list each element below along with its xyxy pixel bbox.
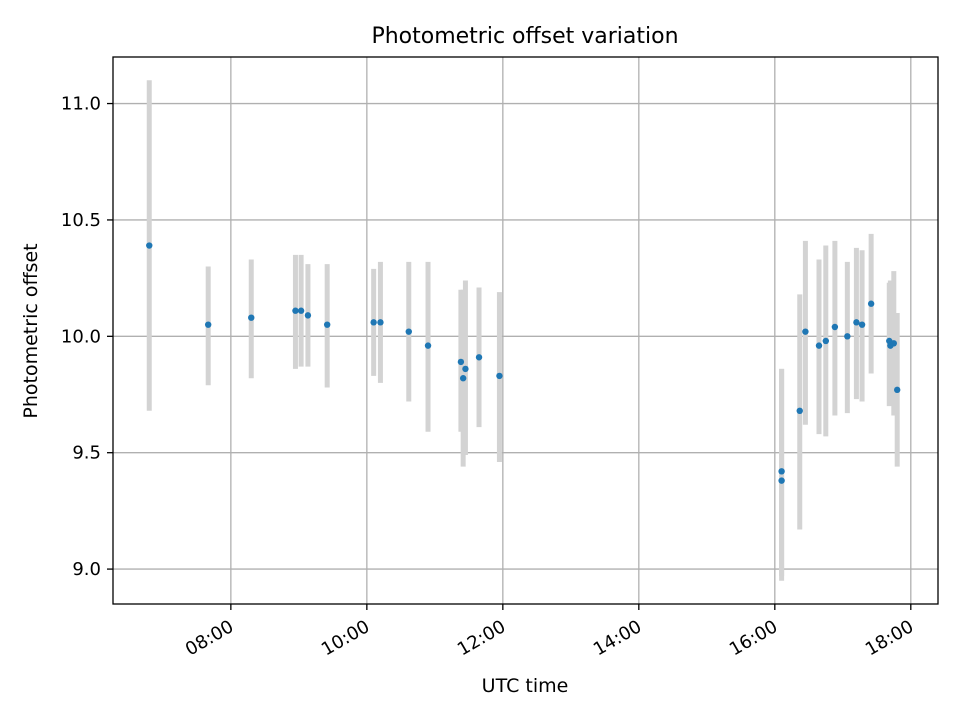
plot-frame [112, 56, 939, 605]
data-point [867, 300, 875, 307]
data-point [831, 323, 839, 331]
data-point [802, 328, 809, 335]
data-point [304, 312, 312, 319]
data-point [459, 375, 467, 382]
y-tick-label: 9.5 [72, 443, 101, 464]
data-point [475, 354, 483, 361]
x-axis-label: UTC time [482, 675, 569, 697]
data-point [778, 468, 785, 475]
data-point [370, 319, 377, 326]
data-point [894, 386, 901, 394]
data-point [323, 321, 331, 328]
data-points [146, 242, 901, 484]
chart-title: Photometric offset variation [371, 24, 678, 49]
data-point [204, 321, 212, 328]
data-point [405, 328, 412, 335]
y-tick-label: 11.0 [61, 94, 101, 115]
y-axis-ticks: 9.0 9.5 10.0 10.5 11.0 [61, 94, 113, 580]
data-point [377, 319, 384, 326]
data-point [796, 407, 803, 415]
data-point [462, 365, 469, 373]
data-point [858, 321, 866, 328]
data-point [815, 342, 823, 349]
data-point [496, 372, 503, 380]
data-point [146, 242, 153, 249]
y-tick-label: 10.0 [61, 326, 101, 347]
data-point [457, 358, 465, 366]
data-point [844, 333, 851, 340]
y-tick-label: 10.5 [61, 210, 101, 231]
data-point [424, 342, 432, 349]
y-axis-label: Photometric offset [20, 243, 42, 418]
data-point [822, 337, 830, 345]
data-point [853, 319, 860, 326]
data-point [292, 307, 299, 314]
data-point [778, 477, 785, 484]
data-point [297, 307, 305, 314]
y-tick-label: 9.0 [72, 559, 101, 580]
data-point [248, 314, 255, 321]
data-point [890, 340, 898, 347]
